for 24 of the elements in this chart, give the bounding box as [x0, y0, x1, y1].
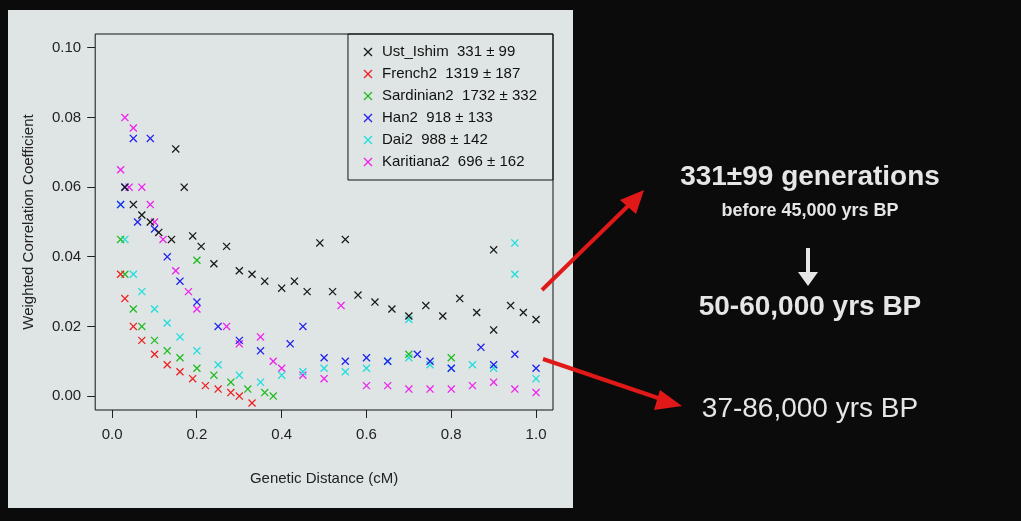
x-tick-label: 0.8: [440, 425, 462, 443]
x-tick-label: 0.4: [271, 425, 293, 443]
y-tick-label: 0.08: [51, 107, 82, 125]
x-tick-label: 0.0: [101, 425, 123, 443]
y-tick-label: 0.02: [51, 316, 82, 334]
y-axis-title: Weighted Correlation Coefficient: [19, 113, 37, 330]
text: 37-86,000 yrs BP: [700, 392, 920, 424]
x-tick-label: 0.2: [186, 425, 208, 443]
text: 331±99 generations: [679, 160, 941, 192]
y-tick-label: 0.04: [51, 246, 82, 264]
x-axis-title: Genetic Distance (cM): [249, 469, 399, 487]
legend-label: Sardinian2 1732 ± 332: [381, 86, 538, 104]
legend-label: Ust_Ishim 331 ± 99: [381, 42, 516, 60]
legend-label: Han2 918 ± 133: [381, 108, 493, 126]
text: before 45,000 yrs BP: [720, 200, 900, 221]
text: 50-60,000 yrs BP: [697, 290, 923, 322]
y-tick-label: 0.10: [51, 38, 82, 56]
legend-label: French2 1319 ± 187: [381, 64, 521, 82]
legend-label: Dai2 988 ± 142: [381, 130, 488, 148]
legend-label: Karitiana2 696 ± 162: [381, 152, 525, 170]
x-tick-label: 1.0: [525, 425, 547, 443]
y-tick-label: 0.00: [51, 386, 82, 404]
x-tick-label: 0.6: [356, 425, 377, 443]
y-tick-label: 0.06: [51, 177, 82, 195]
